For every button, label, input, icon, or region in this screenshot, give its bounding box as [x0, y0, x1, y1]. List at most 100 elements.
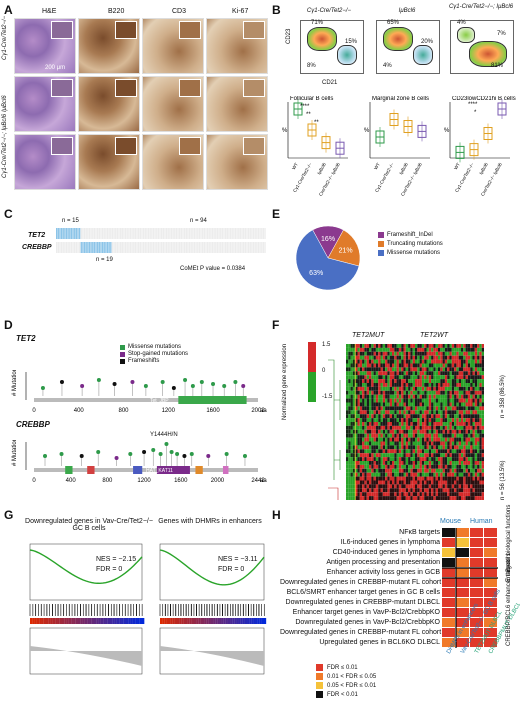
heat-cell [412, 441, 415, 446]
heat-cell [444, 476, 448, 481]
heat-cell [428, 441, 432, 446]
heat-cell [435, 429, 438, 434]
heat-cell [348, 468, 351, 473]
heat-cell [467, 347, 471, 352]
heat-cell [350, 492, 353, 497]
dendrogram [328, 487, 339, 500]
heat-cell [472, 453, 475, 458]
heat-cell [385, 441, 388, 446]
row-label-3: Cγ1-Cre/Tet2−/−; IμBcl6 [2, 113, 8, 178]
heat-cell [389, 484, 392, 489]
heat-cell [373, 425, 376, 430]
heat-cell [385, 472, 388, 477]
heat-cell [426, 496, 429, 500]
heat-cell [398, 410, 402, 415]
heat-cell [465, 371, 468, 376]
heat-cell [456, 461, 459, 465]
onco-cell-tet2 [59, 228, 61, 239]
heat-cell [366, 383, 369, 387]
heat-cell [371, 379, 374, 383]
heat-cell [426, 402, 429, 407]
heat-cell [357, 437, 360, 442]
heat-cell [387, 367, 390, 372]
heat-cell [382, 347, 386, 352]
heat-cell [479, 363, 482, 368]
box-xcat: IμBcl6 [316, 162, 327, 176]
heat-cell [385, 464, 388, 469]
heat-cell [355, 375, 358, 380]
heat-cell [440, 351, 443, 356]
heat-cell [419, 488, 422, 493]
heat-cell [444, 344, 448, 348]
onco-cell-crebbp [172, 242, 174, 253]
heat-cell [479, 383, 482, 387]
heat-cell [421, 437, 425, 442]
heat-cell [472, 437, 475, 442]
heat-cell [454, 433, 457, 438]
heat-cell [444, 488, 448, 493]
heat-cell [389, 390, 392, 395]
pin-head [211, 382, 216, 386]
pin-head [40, 386, 45, 390]
heat-cell [467, 351, 471, 356]
heat-cell [456, 449, 459, 454]
heat-cell [433, 379, 436, 383]
heat-cell [463, 390, 466, 395]
heat-cell [458, 480, 461, 485]
heat-cell [465, 433, 468, 438]
h-cell [442, 538, 455, 547]
heat-cell [447, 351, 450, 356]
heat-cell [371, 406, 374, 411]
onco-cell-crebbp [165, 242, 168, 253]
heat-cell [467, 445, 471, 450]
onco-cell-crebbp [139, 242, 142, 253]
heat-cell [447, 422, 450, 426]
heat-cell [369, 347, 372, 352]
heat-cell [350, 414, 353, 419]
heat-cell [362, 406, 365, 411]
heat-cell [373, 422, 376, 426]
heat-cell [357, 484, 360, 489]
heat-cell [357, 480, 360, 485]
onco-cell-crebbp [75, 242, 78, 253]
heat-cell [474, 476, 478, 481]
heat-cell [410, 453, 413, 458]
onco-cell-crebbp [115, 242, 117, 253]
heat-cell [401, 410, 404, 415]
tick-label: 1600 [174, 478, 188, 484]
heat-cell [481, 437, 484, 442]
heat-cell [467, 363, 471, 368]
heat-cell [348, 386, 351, 391]
heat-cell [465, 367, 468, 372]
onco-cell-crebbp [100, 242, 102, 253]
heat-cell [431, 453, 434, 458]
heat-cell [463, 492, 466, 497]
heat-cell [456, 379, 459, 383]
heat-cell [463, 402, 466, 407]
heat-cell [398, 386, 402, 391]
heat-cell [415, 464, 418, 469]
onco-cell-crebbp [129, 242, 132, 253]
heat-cell [357, 375, 360, 380]
heat-cell [403, 410, 406, 415]
heat-cell [355, 390, 358, 395]
heat-cell [415, 480, 418, 485]
heat-cell [438, 441, 441, 446]
heat-cell [346, 410, 349, 415]
heat-cell [375, 386, 379, 391]
heat-cell [348, 488, 351, 493]
heat-cell [415, 410, 418, 415]
heat-cell [389, 344, 392, 348]
heat-cell [359, 496, 363, 500]
heat-cell [348, 445, 351, 450]
heat-cell [463, 437, 466, 442]
heat-cell [366, 484, 369, 489]
heat-cell [346, 418, 349, 422]
heat-cell [456, 418, 459, 422]
heat-cell [369, 488, 372, 493]
pin-head [182, 454, 187, 458]
heat-cell [378, 371, 381, 376]
onco-cell-tet2 [85, 228, 87, 239]
heat-cell [426, 429, 429, 434]
heat-cell [396, 445, 399, 450]
